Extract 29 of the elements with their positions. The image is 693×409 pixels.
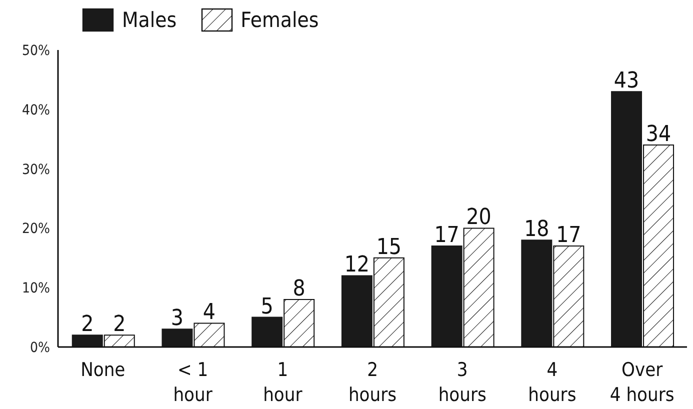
x-tick-label: None (80, 359, 126, 382)
data-label: 18 (524, 217, 550, 242)
x-tick-label: Over 4 hours (610, 359, 674, 406)
x-tick-label: < 1 hour (173, 359, 214, 406)
y-tick-label: 30% (22, 162, 50, 178)
data-label: 34 (646, 122, 672, 148)
y-tick-label: 10% (22, 280, 50, 297)
data-label: 2 (81, 312, 94, 338)
legend-label: Females (240, 8, 319, 32)
data-label: 8 (292, 276, 306, 302)
data-label: 43 (614, 68, 640, 94)
y-tick-label: 20% (22, 221, 50, 238)
x-tick-label: 2 hours (348, 359, 397, 406)
y-tick-label: 40% (22, 102, 50, 118)
x-tick-label: 4 hours (528, 359, 576, 406)
data-label: 4 (202, 300, 216, 326)
y-tick-label: 0% (30, 340, 50, 356)
y-tick-label: 50% (22, 42, 50, 59)
data-label: 12 (344, 252, 370, 278)
data-label: 17 (434, 223, 460, 248)
x-tick-label: 3 hours (438, 359, 486, 406)
data-label: 3 (170, 306, 184, 332)
data-label: 17 (556, 223, 582, 248)
legend-label: Males (122, 8, 177, 32)
x-tick-label: 1 hour (263, 359, 304, 406)
data-label: 20 (466, 205, 492, 230)
data-label: 2 (113, 312, 126, 338)
data-label: 15 (376, 234, 402, 260)
data-label: 5 (260, 294, 274, 320)
